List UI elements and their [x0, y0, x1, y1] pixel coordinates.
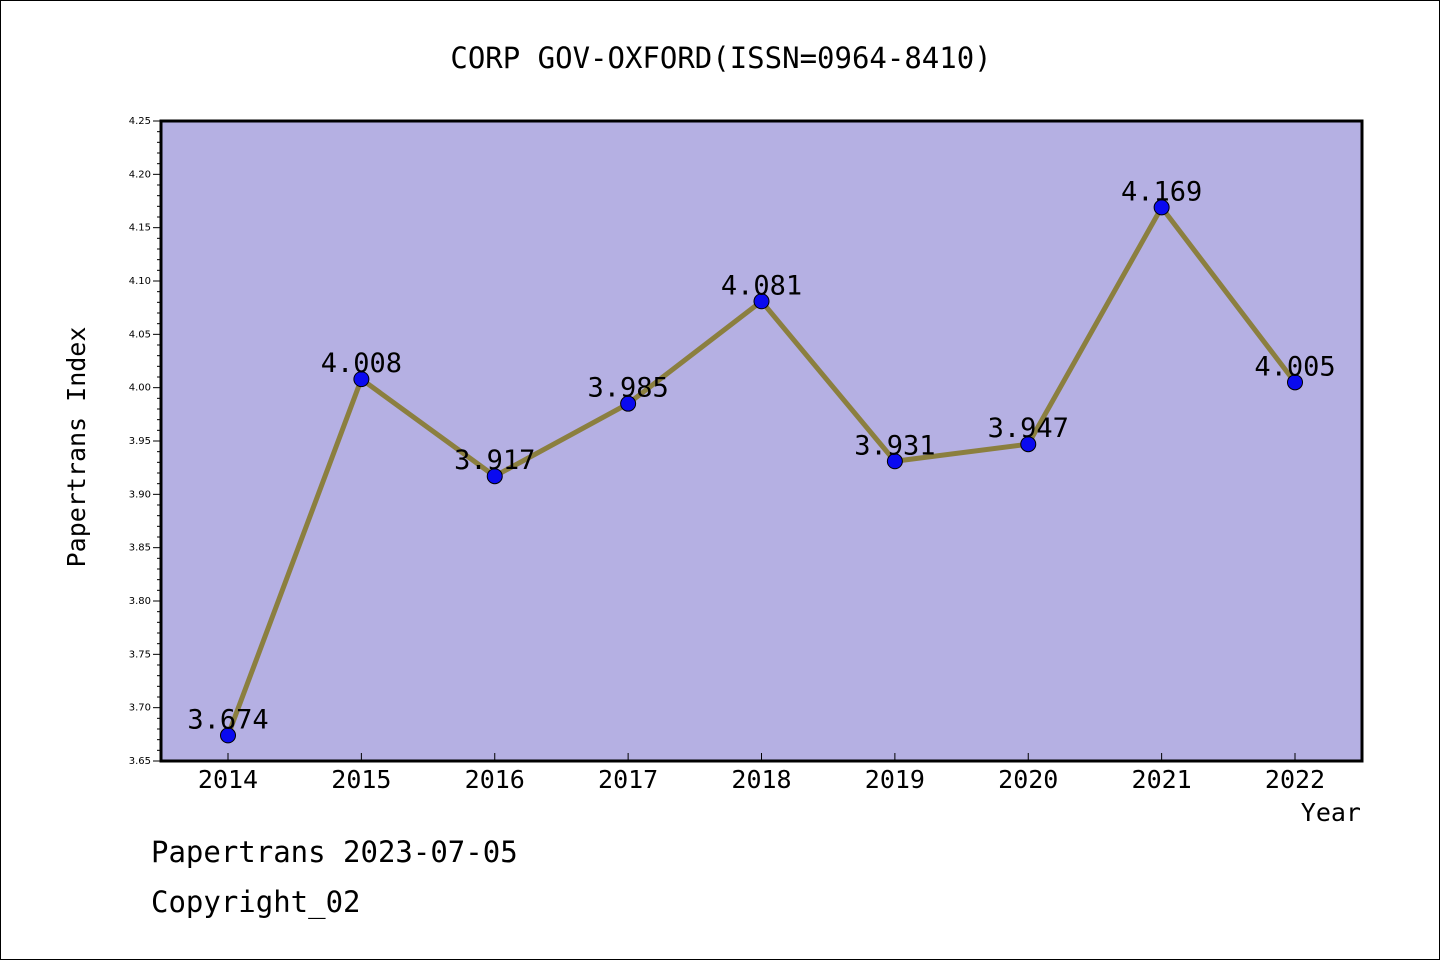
data-point: [353, 371, 370, 388]
data-label: 4.081: [721, 270, 802, 301]
y-tick-label: 3.80: [129, 596, 151, 607]
data-markers: [220, 199, 1303, 744]
chart-title: CORP GOV-OXFORD(ISSN=0964-8410): [450, 41, 991, 75]
x-tick-label: 2019: [865, 765, 925, 794]
y-tick-label: 4.05: [129, 329, 151, 340]
data-point: [1287, 374, 1303, 391]
x-tick-label: 2018: [731, 765, 791, 794]
y-tick-label: 4.10: [129, 276, 151, 287]
data-point: [620, 395, 637, 412]
y-axis-label: Papertrans Index: [62, 327, 91, 568]
data-label: 4.169: [1121, 176, 1202, 207]
data-point: [886, 453, 903, 470]
y-tick-label: 4.15: [129, 223, 151, 234]
x-tick-label: 2017: [598, 765, 658, 794]
data-point: [1020, 436, 1037, 453]
y-axis: 3.65 3.70 3.75 3.80 3.85 3.90 3.95 4.00 4.05 4.10…: [129, 116, 161, 767]
x-axis-label: Year: [1301, 798, 1361, 827]
x-tick-label: 2021: [1132, 765, 1192, 794]
plot-area: [159, 119, 1364, 763]
data-point: [486, 468, 503, 485]
y-tick-label: 4.00: [129, 383, 151, 394]
x-tick-label: 2016: [465, 765, 525, 794]
data-point: [753, 293, 770, 310]
footer-copyright: Copyright_02: [151, 885, 361, 919]
data-label: 3.985: [587, 373, 668, 404]
data-label: 3.947: [988, 413, 1069, 444]
x-tick-label: 2015: [331, 765, 391, 794]
data-label: 4.008: [321, 348, 402, 379]
y-tick-label: 3.75: [129, 649, 151, 660]
y-tick-label: 4.20: [129, 169, 151, 180]
data-label: 4.005: [1254, 351, 1335, 382]
data-labels: 3.674 4.008 3.917 3.985 4.081 3.931 3.947 4.169…: [187, 176, 1335, 735]
y-tick-label: 3.65: [129, 756, 151, 767]
x-tick-label: 2020: [998, 765, 1058, 794]
y-tick-label: 3.95: [129, 436, 151, 447]
y-tick-label: 3.90: [129, 489, 151, 500]
x-tick-label: 2014: [198, 765, 258, 794]
data-label: 3.674: [187, 704, 268, 735]
data-label: 3.931: [854, 430, 935, 461]
data-point: [1153, 199, 1170, 216]
footer-date: Papertrans 2023-07-05: [151, 835, 518, 869]
y-tick-label: 4.25: [129, 116, 151, 127]
x-tick-label: 2022: [1265, 765, 1325, 794]
data-label: 3.917: [454, 445, 535, 476]
x-axis: 2014 2015 2016 2017 2018 2019 2020 2021 2022: [198, 753, 1325, 794]
y-tick-label: 3.70: [129, 703, 151, 714]
y-tick-label: 3.85: [129, 543, 151, 554]
data-point: [220, 727, 236, 744]
